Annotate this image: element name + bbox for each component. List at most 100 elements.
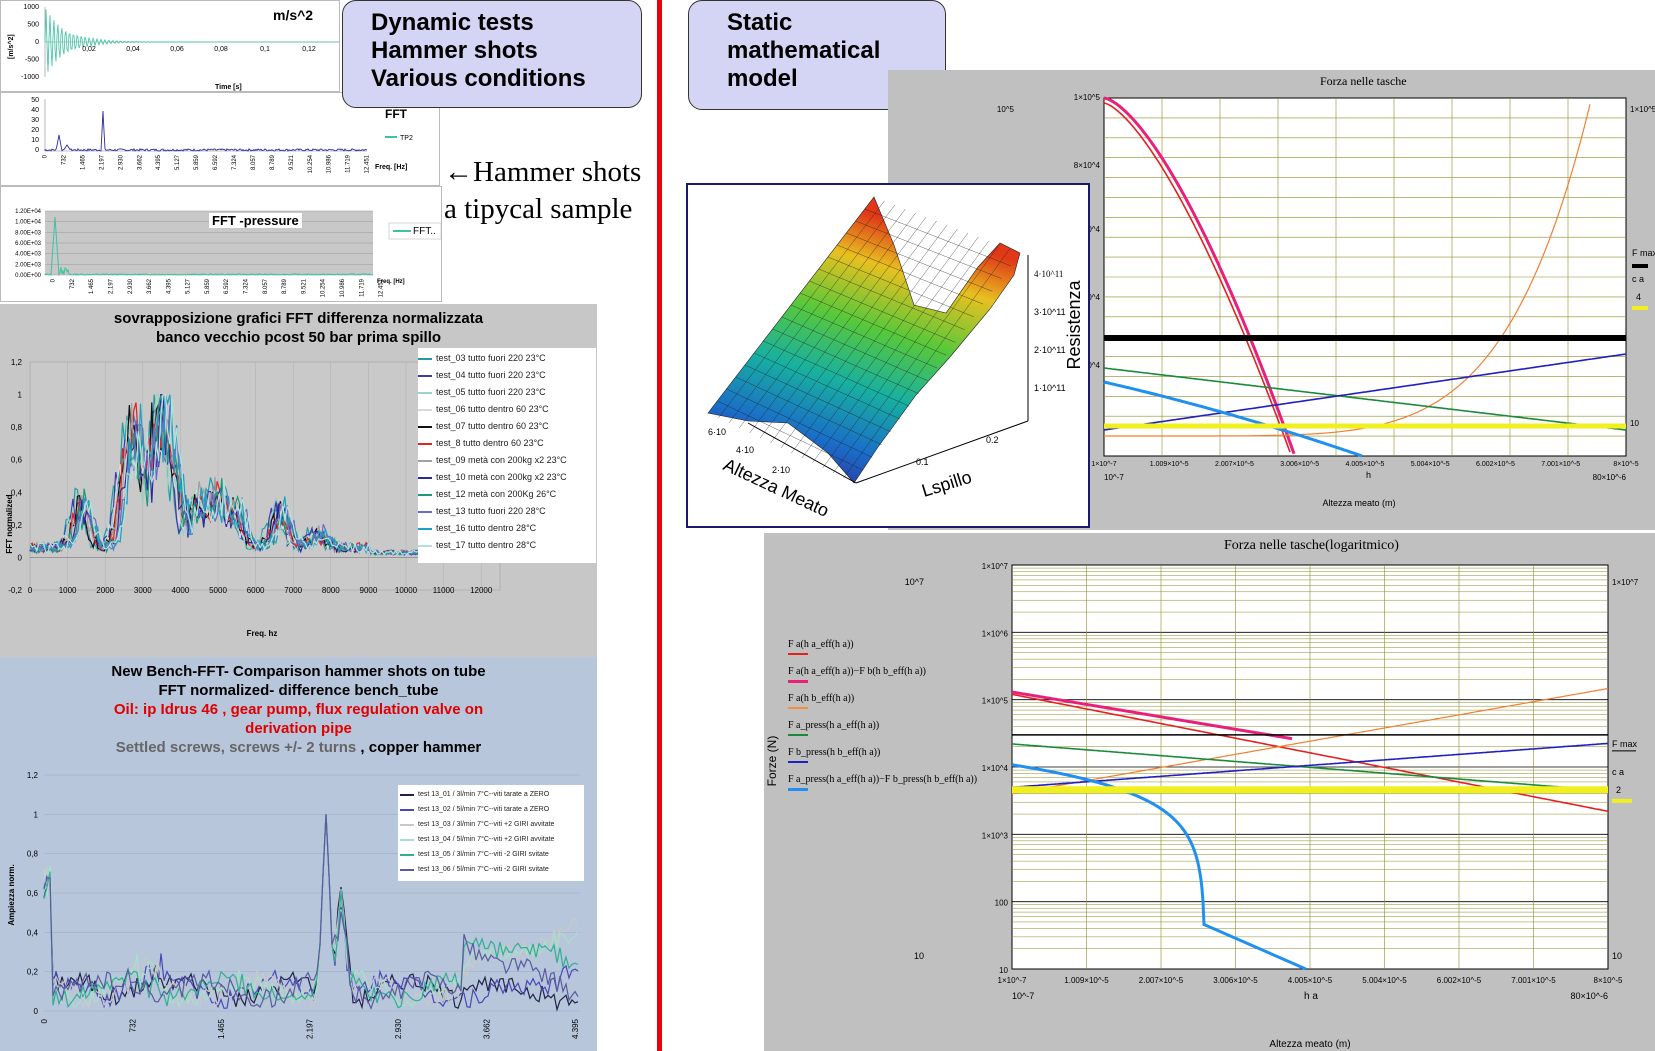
log-curve-fa-fb-press [1011, 763, 1307, 971]
surface-mesh-line [728, 204, 896, 424]
legend-swatch [418, 544, 432, 547]
log-xtick: 6.002×10^-5 [1437, 976, 1482, 985]
forza-ytick: 8×10^4 [1074, 161, 1101, 170]
legend-label: test_10 metà con 200kg x2 23°C [436, 472, 567, 482]
forza-xtick: 5.004×10^-5 [1411, 461, 1450, 468]
log-xlabel: Altezza meato (m) [1269, 1039, 1350, 1050]
legend-label: test_04 tutto fuori 220 23°C [436, 370, 546, 380]
pressure-ytick: 6.00E+03 [15, 241, 42, 247]
legend-label: test_17 tutto dentro 28°C [436, 540, 537, 550]
legend-label: F a_press(h a_eff(h a)) [788, 720, 880, 731]
legend-label: F a_press(h a_eff(h a))−F b_press(h b_ef… [788, 774, 978, 785]
legend-label: test 13_03 / 3l/min 7°C--viti +2 GIRI av… [418, 821, 555, 828]
surface-xtick-2: 4·10 [736, 445, 754, 455]
surface-plot: 4·10^11 3·10^11 2·10^11 1·10^11 Resisten… [686, 183, 1090, 528]
log-ytick: 10 [999, 966, 1008, 975]
legend-swatch [418, 391, 432, 394]
forza-side-ca: c a [1632, 274, 1644, 284]
fft-xtick: 7.324 [232, 154, 238, 170]
bench-xtick: 3.662 [483, 1018, 492, 1039]
bench-legend-item: test 13_03 / 3l/min 7°C--viti +2 GIRI av… [400, 817, 584, 832]
forza-curve-fb [1104, 104, 1591, 437]
forza-xtick: 8×10^-5 [1613, 461, 1638, 468]
overlay-xtick: 1000 [59, 586, 77, 595]
legend-label: test_05 tutto fuori 220 23°C [436, 387, 546, 397]
log-x-right: 80×10^-6 [1570, 991, 1608, 1001]
pressure-xtick: 3.662 [147, 278, 153, 294]
legend-label: test_06 tutto dentro 60 23°C [436, 404, 549, 414]
legend-label: test_12 metà con 200Kg 26°C [436, 489, 557, 499]
forza-ytick-top: 1×10^5 [1074, 93, 1101, 102]
forza-xtick: 3.006×10^-5 [1280, 461, 1319, 468]
overlay-xtick: 2000 [96, 586, 114, 595]
overlay-ytick: 1 [18, 391, 23, 400]
pressure-xtick: 0 [51, 278, 57, 282]
forza-h-label: h [1366, 470, 1371, 480]
surface-ytick-2: 0.2 [986, 435, 999, 445]
bench-plot-title2: FFT normalized- difference bench_tube [158, 682, 439, 699]
fft-xtick: 10.254 [308, 154, 314, 173]
log-ytick: 1×10^4 [982, 764, 1009, 773]
overlay-xtick: 10000 [395, 586, 418, 595]
legend-label: test_8 tutto dentro 60 23°C [436, 438, 544, 448]
surface-xtick-1: 6·10 [708, 427, 726, 437]
bench-legend: test 13_01 / 3l/min 7°C--viti tarate a Z… [398, 785, 584, 881]
overlay-ytick: 1,2 [11, 358, 23, 367]
bench-plot-screws-text: Settled screws, screws +/- 2 turns [115, 739, 357, 756]
hammer-note: ←Hammer shots a tipycal sample [444, 154, 641, 228]
overlay-ytick: 0,4 [11, 488, 23, 497]
legend-label: test 13_06 / 5l/min 7°C--viti -2 GIRI sv… [418, 866, 549, 873]
surface-mesh-line [770, 220, 937, 444]
time-ytick: -500 [25, 57, 39, 64]
fft-signal-line [44, 110, 368, 152]
surface-ztick-4: 1·10^11 [1034, 383, 1066, 393]
bench-xtick: 2.930 [394, 1018, 403, 1039]
fft-xtick: 1.465 [80, 154, 86, 170]
legend-swatch [400, 793, 414, 796]
overlay-legend-item: test_09 metà con 200kg x2 23°C [418, 452, 596, 469]
log-side-ca: c a [1612, 767, 1624, 777]
fft-plot-svg: 50 40 30 20 10 0 0 732 1.465 2.197 2.930 3.662 4.39… [31, 97, 413, 173]
forza-xtick: 4.005×10^-5 [1346, 461, 1385, 468]
fft-xtick: 3.662 [137, 154, 143, 170]
forza-ytick: 10^4 [1083, 225, 1101, 234]
legend-swatch [418, 493, 432, 496]
legend-label: test 13_05 / 3l/min 7°C--viti -2 GIRI sv… [418, 851, 549, 858]
pressure-xtick: 2.930 [128, 278, 134, 294]
log-ytick: 1×10^3 [982, 831, 1009, 840]
log-x-left: 10^-7 [1012, 991, 1034, 1001]
bench-legend-item: test 13_05 / 3l/min 7°C--viti -2 GIRI sv… [400, 847, 584, 862]
pressure-xtick: 2.197 [108, 278, 114, 294]
forza-plot-title: Forza nelle tasche [1320, 74, 1407, 88]
log-ytick: 1×10^5 [982, 697, 1009, 706]
time-plot-unit-title: m/s^2 [273, 7, 314, 23]
log-legend-item: F a_press(h a_eff(h a)) [788, 720, 1008, 747]
pressure-signal-line [44, 216, 374, 277]
bench-series-line [43, 814, 579, 1009]
surface-ztick-2: 3·10^11 [1034, 307, 1066, 317]
fft-plot-legend: TP2 [400, 135, 413, 142]
fft-ytick: 50 [31, 97, 39, 104]
pressure-xtick: 1.465 [89, 278, 95, 294]
legend-label: F a(h a_eff(h a))−F b(h b_eff(h a)) [788, 666, 926, 677]
forza-side-fmax: F max [1632, 248, 1655, 258]
overlay-ytick: 0,8 [11, 423, 23, 432]
bench-plot-svg: 1,2 1 0,8 0,6 0,4 0,2 0 0 732 1.465 2.197 2.930 3.6… [7, 771, 580, 1039]
time-xtick: 0,1 [260, 46, 270, 53]
overlay-ytick: 0 [18, 553, 23, 562]
fft-xtick: 2.197 [99, 154, 105, 170]
log-curve-fb [1011, 687, 1609, 795]
pressure-xtick: 8.789 [282, 278, 288, 294]
log-xtick: 1.009×10^-5 [1064, 976, 1109, 985]
fft-xtick: 10.986 [327, 154, 333, 173]
legend-swatch [418, 442, 432, 445]
forza-curve-fb-press [1103, 353, 1627, 431]
time-xtick: 0,04 [126, 46, 140, 53]
hammer-note-line1: ←Hammer shots [444, 156, 642, 188]
overlay-legend-item: test_07 tutto dentro 60 23°C [418, 418, 596, 435]
pressure-xtick: 6.592 [224, 278, 230, 294]
log-plot: Forza nelle tasche(logaritmico) 1×10^7 1×… [764, 533, 1655, 1051]
log-side-ca-swatch [1612, 798, 1632, 803]
forza-side-4: 4 [1636, 292, 1641, 302]
log-legend-item: F a(h a_eff(h a))−F b(h b_eff(h a)) [788, 666, 1008, 693]
